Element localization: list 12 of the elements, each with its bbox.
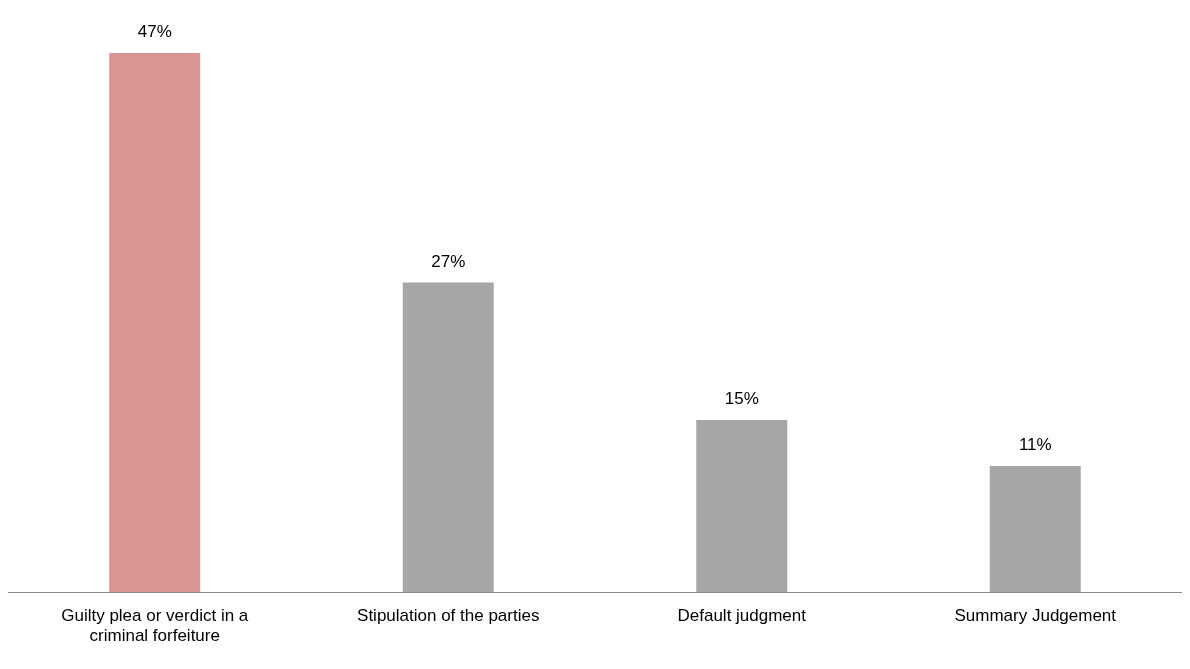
data-label: 15% [724,389,759,409]
x-tick-label: Summary Judgement [954,606,1117,626]
data-label: 27% [431,251,466,271]
x-tick-label: Guilty plea or verdict in a criminal forfeiture [61,606,249,646]
data-label: 11% [1018,435,1052,455]
data-label: 47% [137,22,172,42]
bar [109,53,201,593]
bar [989,466,1081,593]
bar [402,282,494,593]
bar [696,420,788,593]
x-tick-label: Stipulation of the parties [357,606,540,626]
x-tick-label: Default judgment [677,606,807,626]
